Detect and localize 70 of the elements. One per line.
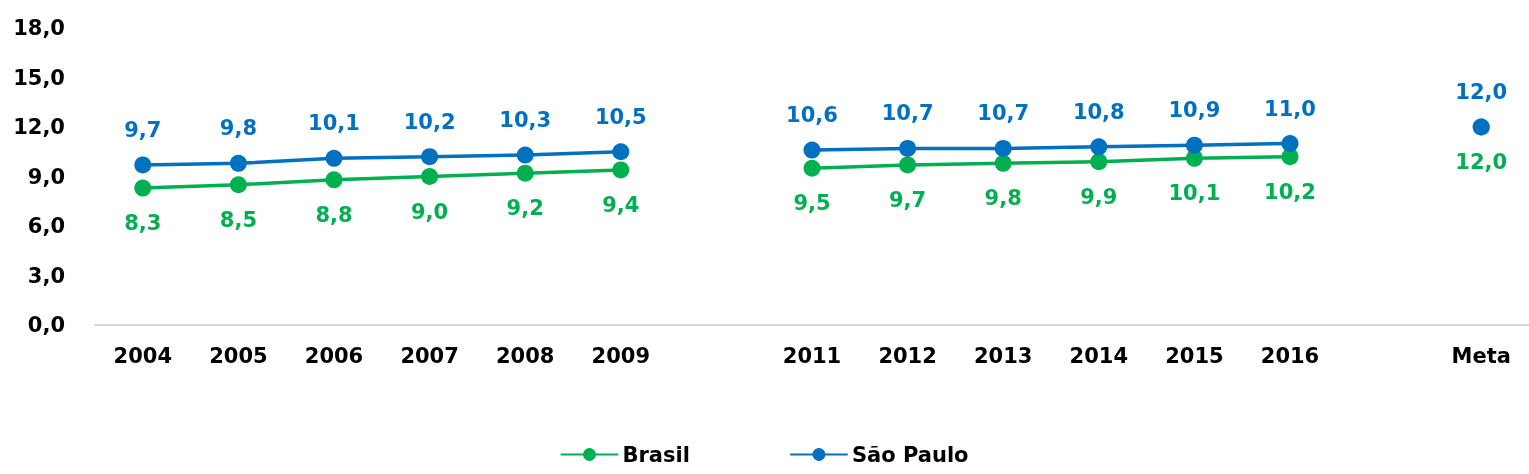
data-label: 11,0	[1264, 96, 1316, 121]
data-label: 10,6	[786, 103, 838, 128]
point	[612, 161, 630, 179]
y-tick-label: 18,0	[13, 16, 65, 40]
data-label: 12,0	[1455, 150, 1508, 174]
point	[229, 176, 247, 194]
x-tick-label: 2012	[878, 343, 937, 368]
x-tick-label: 2016	[1260, 343, 1320, 368]
point	[1281, 135, 1299, 152]
point	[325, 171, 343, 189]
point	[803, 159, 821, 177]
point	[134, 156, 152, 174]
point	[899, 139, 917, 157]
point	[612, 143, 630, 161]
data-label: 9,2	[506, 196, 544, 221]
data-label: 9,8	[984, 186, 1022, 211]
point	[1090, 138, 1108, 156]
data-label: 10,1	[1168, 181, 1221, 206]
data-label: 10,7	[881, 101, 934, 126]
point	[229, 154, 247, 172]
data-label: 9,4	[602, 192, 640, 217]
data-label: 8,5	[219, 207, 257, 232]
point	[899, 156, 917, 174]
point	[421, 148, 439, 166]
point	[421, 168, 439, 185]
x-tick-label: 2008	[495, 343, 555, 368]
point	[1185, 136, 1203, 154]
point	[134, 179, 152, 197]
y-tick-label: 15,0	[13, 65, 65, 90]
data-label: 10,8	[1072, 99, 1125, 124]
x-tick-label: 2006	[304, 343, 364, 368]
point	[1090, 153, 1108, 171]
data-label: 9,0	[411, 199, 449, 224]
data-label: 9,5	[793, 191, 831, 216]
data-label: 10,1	[308, 111, 360, 136]
legend-label: Brasil	[622, 442, 690, 467]
point	[516, 164, 534, 182]
data-label: 9,7	[124, 117, 162, 142]
x-tick-label: 2009	[591, 343, 651, 368]
data-label: 10,3	[499, 108, 552, 133]
x-tick-label: 2007	[400, 343, 459, 368]
point	[803, 141, 821, 159]
data-label: 10,5	[594, 104, 647, 129]
data-label: 10,2	[403, 109, 456, 134]
x-tick-label: Meta	[1451, 343, 1511, 368]
legend-label: São Paulo	[851, 442, 969, 467]
point	[325, 149, 343, 167]
y-tick-label: 3,0	[27, 263, 65, 288]
y-tick-label: 0,0	[27, 313, 65, 337]
x-tick-label: 2011	[782, 343, 842, 368]
x-tick-label: 2014	[1069, 343, 1129, 368]
data-label: 10,7	[977, 101, 1030, 126]
y-tick-label: 12,0	[13, 115, 65, 139]
point	[994, 154, 1012, 172]
data-label: 12,0	[1455, 80, 1508, 104]
x-tick-label: 2015	[1165, 343, 1224, 368]
data-label: 9,8	[219, 116, 257, 141]
y-tick-label: 9,0	[27, 164, 65, 189]
point	[994, 139, 1012, 157]
y-tick-label: 6,0	[27, 214, 65, 238]
x-tick-label: 2013	[973, 343, 1033, 368]
data-label: 9,9	[1080, 184, 1118, 209]
data-label: 10,2	[1264, 179, 1316, 204]
point	[516, 146, 534, 164]
x-tick-label: 2005	[209, 343, 268, 368]
x-tick-label: 2004	[113, 343, 173, 368]
data-label: 9,7	[889, 187, 927, 212]
data-label: 8,8	[315, 202, 353, 227]
data-label: 8,3	[124, 211, 162, 236]
data-label: 10,9	[1168, 98, 1221, 123]
